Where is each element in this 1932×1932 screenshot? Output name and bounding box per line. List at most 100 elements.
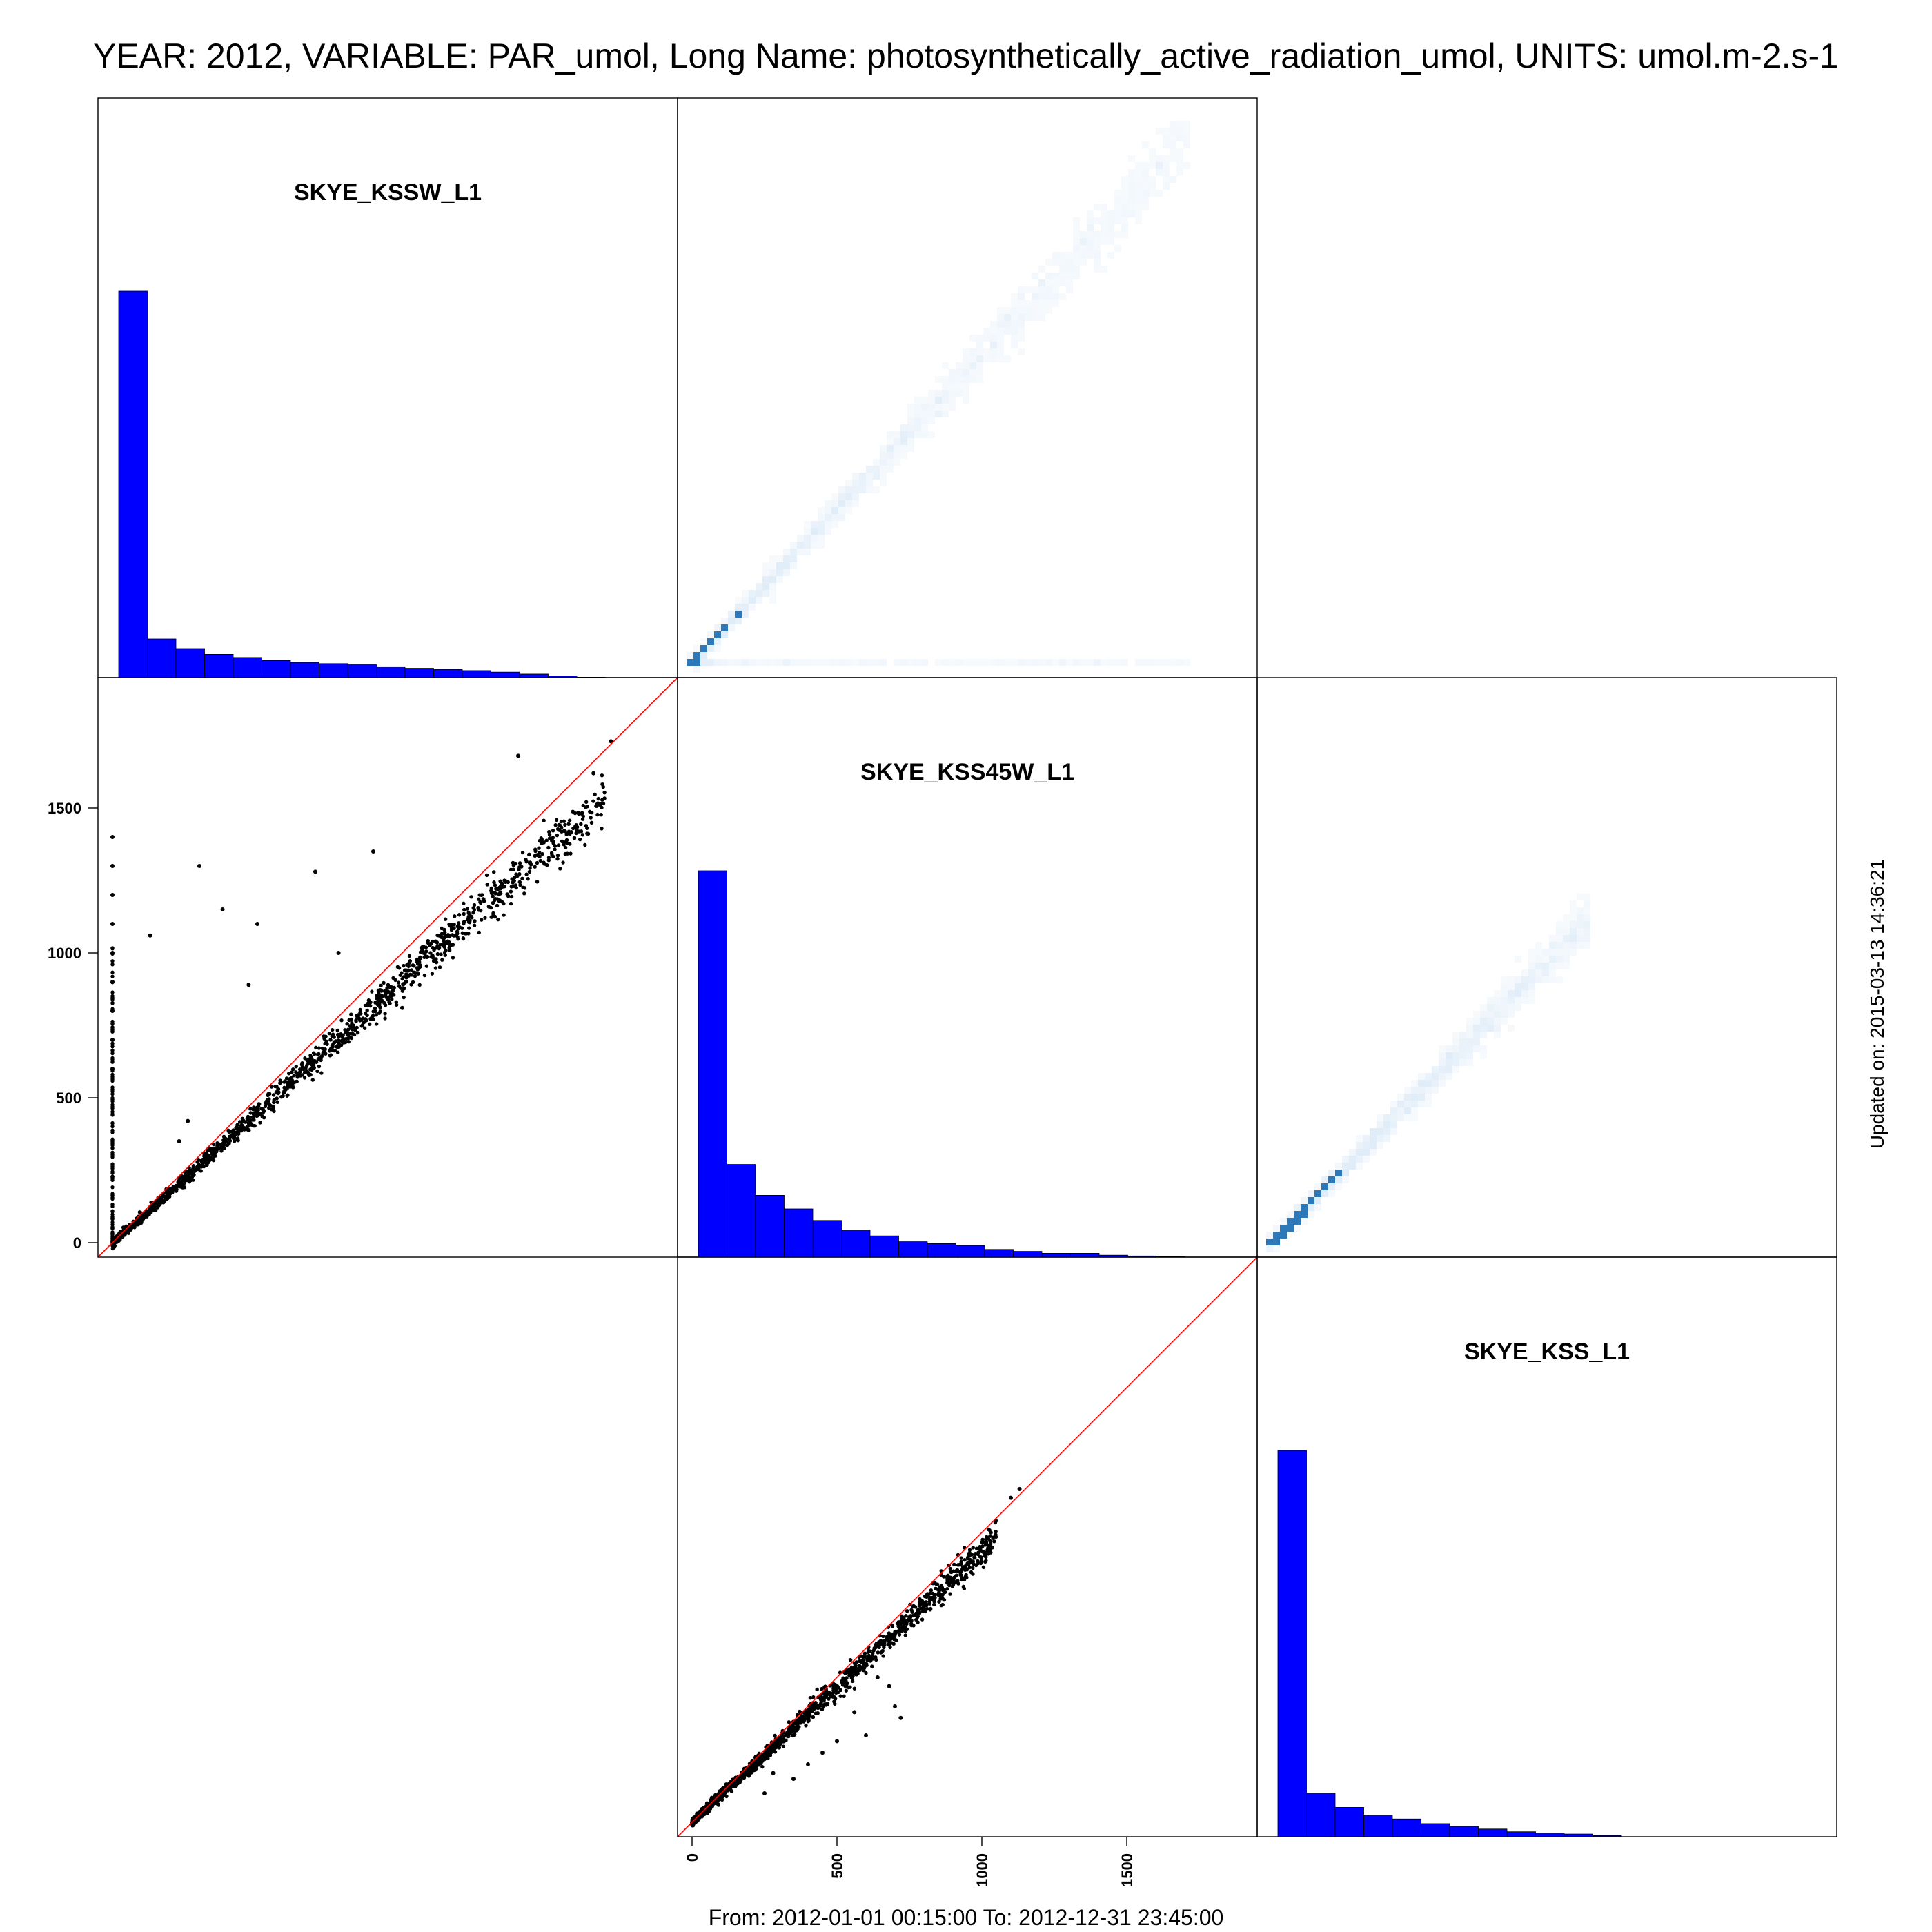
hexbin-cell <box>687 659 693 666</box>
scatter-point <box>110 1185 115 1190</box>
date-range-footer: From: 2012-01-01 00:15:00 To: 2012-12-31… <box>709 1905 1224 1930</box>
hexbin-cell <box>1356 1163 1363 1170</box>
hexbin-cell <box>1073 659 1080 666</box>
scatter-point <box>284 1076 289 1081</box>
scatter-point <box>364 1018 368 1023</box>
scatter-point <box>963 1557 967 1562</box>
scatter-point <box>222 1146 226 1150</box>
scatter-point <box>845 1681 849 1685</box>
hexbin-cell <box>1570 942 1577 949</box>
histogram-bar <box>290 662 319 678</box>
hexbin-cell <box>1535 969 1542 976</box>
scatter-point <box>374 1013 378 1017</box>
hexbin-cell <box>1032 314 1038 321</box>
scatter-point <box>466 915 471 920</box>
hexbin-cell <box>1135 217 1142 224</box>
hexbin-cell <box>949 404 956 411</box>
hexbin-cell <box>804 659 811 666</box>
scatter-point <box>460 931 465 936</box>
hexbin-cell <box>845 659 852 666</box>
histogram-bar <box>869 1235 899 1258</box>
hexbin-cell <box>1059 293 1066 300</box>
hexbin-cell <box>1011 335 1018 342</box>
scatter-point <box>580 833 585 837</box>
scatter-point <box>433 966 438 970</box>
hexbin-cell <box>1390 1101 1397 1107</box>
scatter-point <box>750 1768 754 1773</box>
scatter-point <box>962 1586 967 1591</box>
scatter-point <box>435 952 440 956</box>
hexbin-cell <box>1459 1045 1466 1052</box>
hexbin-cell <box>983 348 990 355</box>
scatter-point <box>453 914 457 918</box>
hexbin-cell <box>1273 1239 1280 1245</box>
hexbin-cell <box>1107 659 1114 666</box>
hexbin-cell <box>783 659 790 666</box>
scatter-point <box>383 1016 387 1021</box>
scatter-point <box>303 1056 307 1061</box>
scatter-point <box>555 833 560 838</box>
hexbin-cell <box>1411 1087 1418 1094</box>
hexbin-cell <box>797 542 804 549</box>
scatter-point <box>920 1607 925 1611</box>
scatter-point <box>198 1163 202 1168</box>
hexbin-cell <box>831 500 838 507</box>
hexbin-cell <box>1342 1176 1349 1183</box>
hexbin-cell <box>921 431 928 438</box>
scatter-point <box>208 1156 213 1161</box>
scatter-point <box>139 1219 143 1223</box>
hexbin-cell <box>942 362 949 369</box>
hexbin-cell <box>1183 659 1190 666</box>
scatter-point <box>560 825 564 829</box>
scatter-point <box>889 1635 894 1639</box>
hexbin-cell <box>1328 1183 1335 1190</box>
scatter-point <box>168 1191 172 1195</box>
hexbin-cell <box>1170 135 1176 141</box>
scatter-point <box>598 803 602 807</box>
hexbin-cell <box>1135 176 1142 183</box>
scatter-point <box>335 1032 340 1037</box>
scatter-point <box>825 1702 829 1706</box>
hexbin-cell <box>1528 956 1535 963</box>
scatter-point <box>802 1719 806 1724</box>
hexbin-cell <box>873 486 880 493</box>
scatter-point <box>295 1073 299 1078</box>
hexbin-cell <box>1301 1211 1308 1218</box>
scatter-point <box>753 1762 758 1766</box>
figure-title: YEAR: 2012, VARIABLE: PAR_umol, Long Nam… <box>93 37 1839 75</box>
scatter-point <box>142 1214 147 1219</box>
hexbin-cell <box>1556 921 1563 928</box>
scatter-point <box>491 900 495 905</box>
scatter-point <box>469 916 474 920</box>
scatter-point <box>110 1077 115 1081</box>
scatter-point <box>862 1666 867 1670</box>
scatter-point <box>392 985 396 990</box>
hexbin-cell <box>1280 1232 1287 1239</box>
hexbin-cell <box>1176 121 1183 128</box>
hexbin-cell <box>1314 1190 1321 1197</box>
hexbin-cell <box>942 376 949 383</box>
scatter-point <box>465 907 469 911</box>
scatter-point <box>336 951 341 955</box>
scatter-point <box>110 1048 115 1052</box>
scatter-point <box>952 1569 956 1573</box>
hexbin-cell <box>1045 659 1052 666</box>
hexbin-cell <box>1377 1121 1383 1128</box>
histogram-bar <box>1334 1807 1364 1837</box>
hexbin-cell <box>769 569 776 576</box>
scatter-point <box>513 876 517 880</box>
scatter-point <box>965 1575 969 1579</box>
scatter-point <box>566 822 571 827</box>
hexbin-cell <box>1101 210 1107 217</box>
scatter-point <box>595 804 599 808</box>
scatter-point <box>807 1708 811 1712</box>
hexbin-cell <box>928 411 935 417</box>
scatter-point <box>500 885 505 889</box>
scatter-point <box>443 953 447 957</box>
hexbin-cell <box>1521 969 1528 976</box>
scatter-point <box>386 997 391 1001</box>
scatter-point <box>466 920 471 925</box>
scatter-point <box>533 865 537 869</box>
hexbin-cell <box>1087 224 1094 231</box>
